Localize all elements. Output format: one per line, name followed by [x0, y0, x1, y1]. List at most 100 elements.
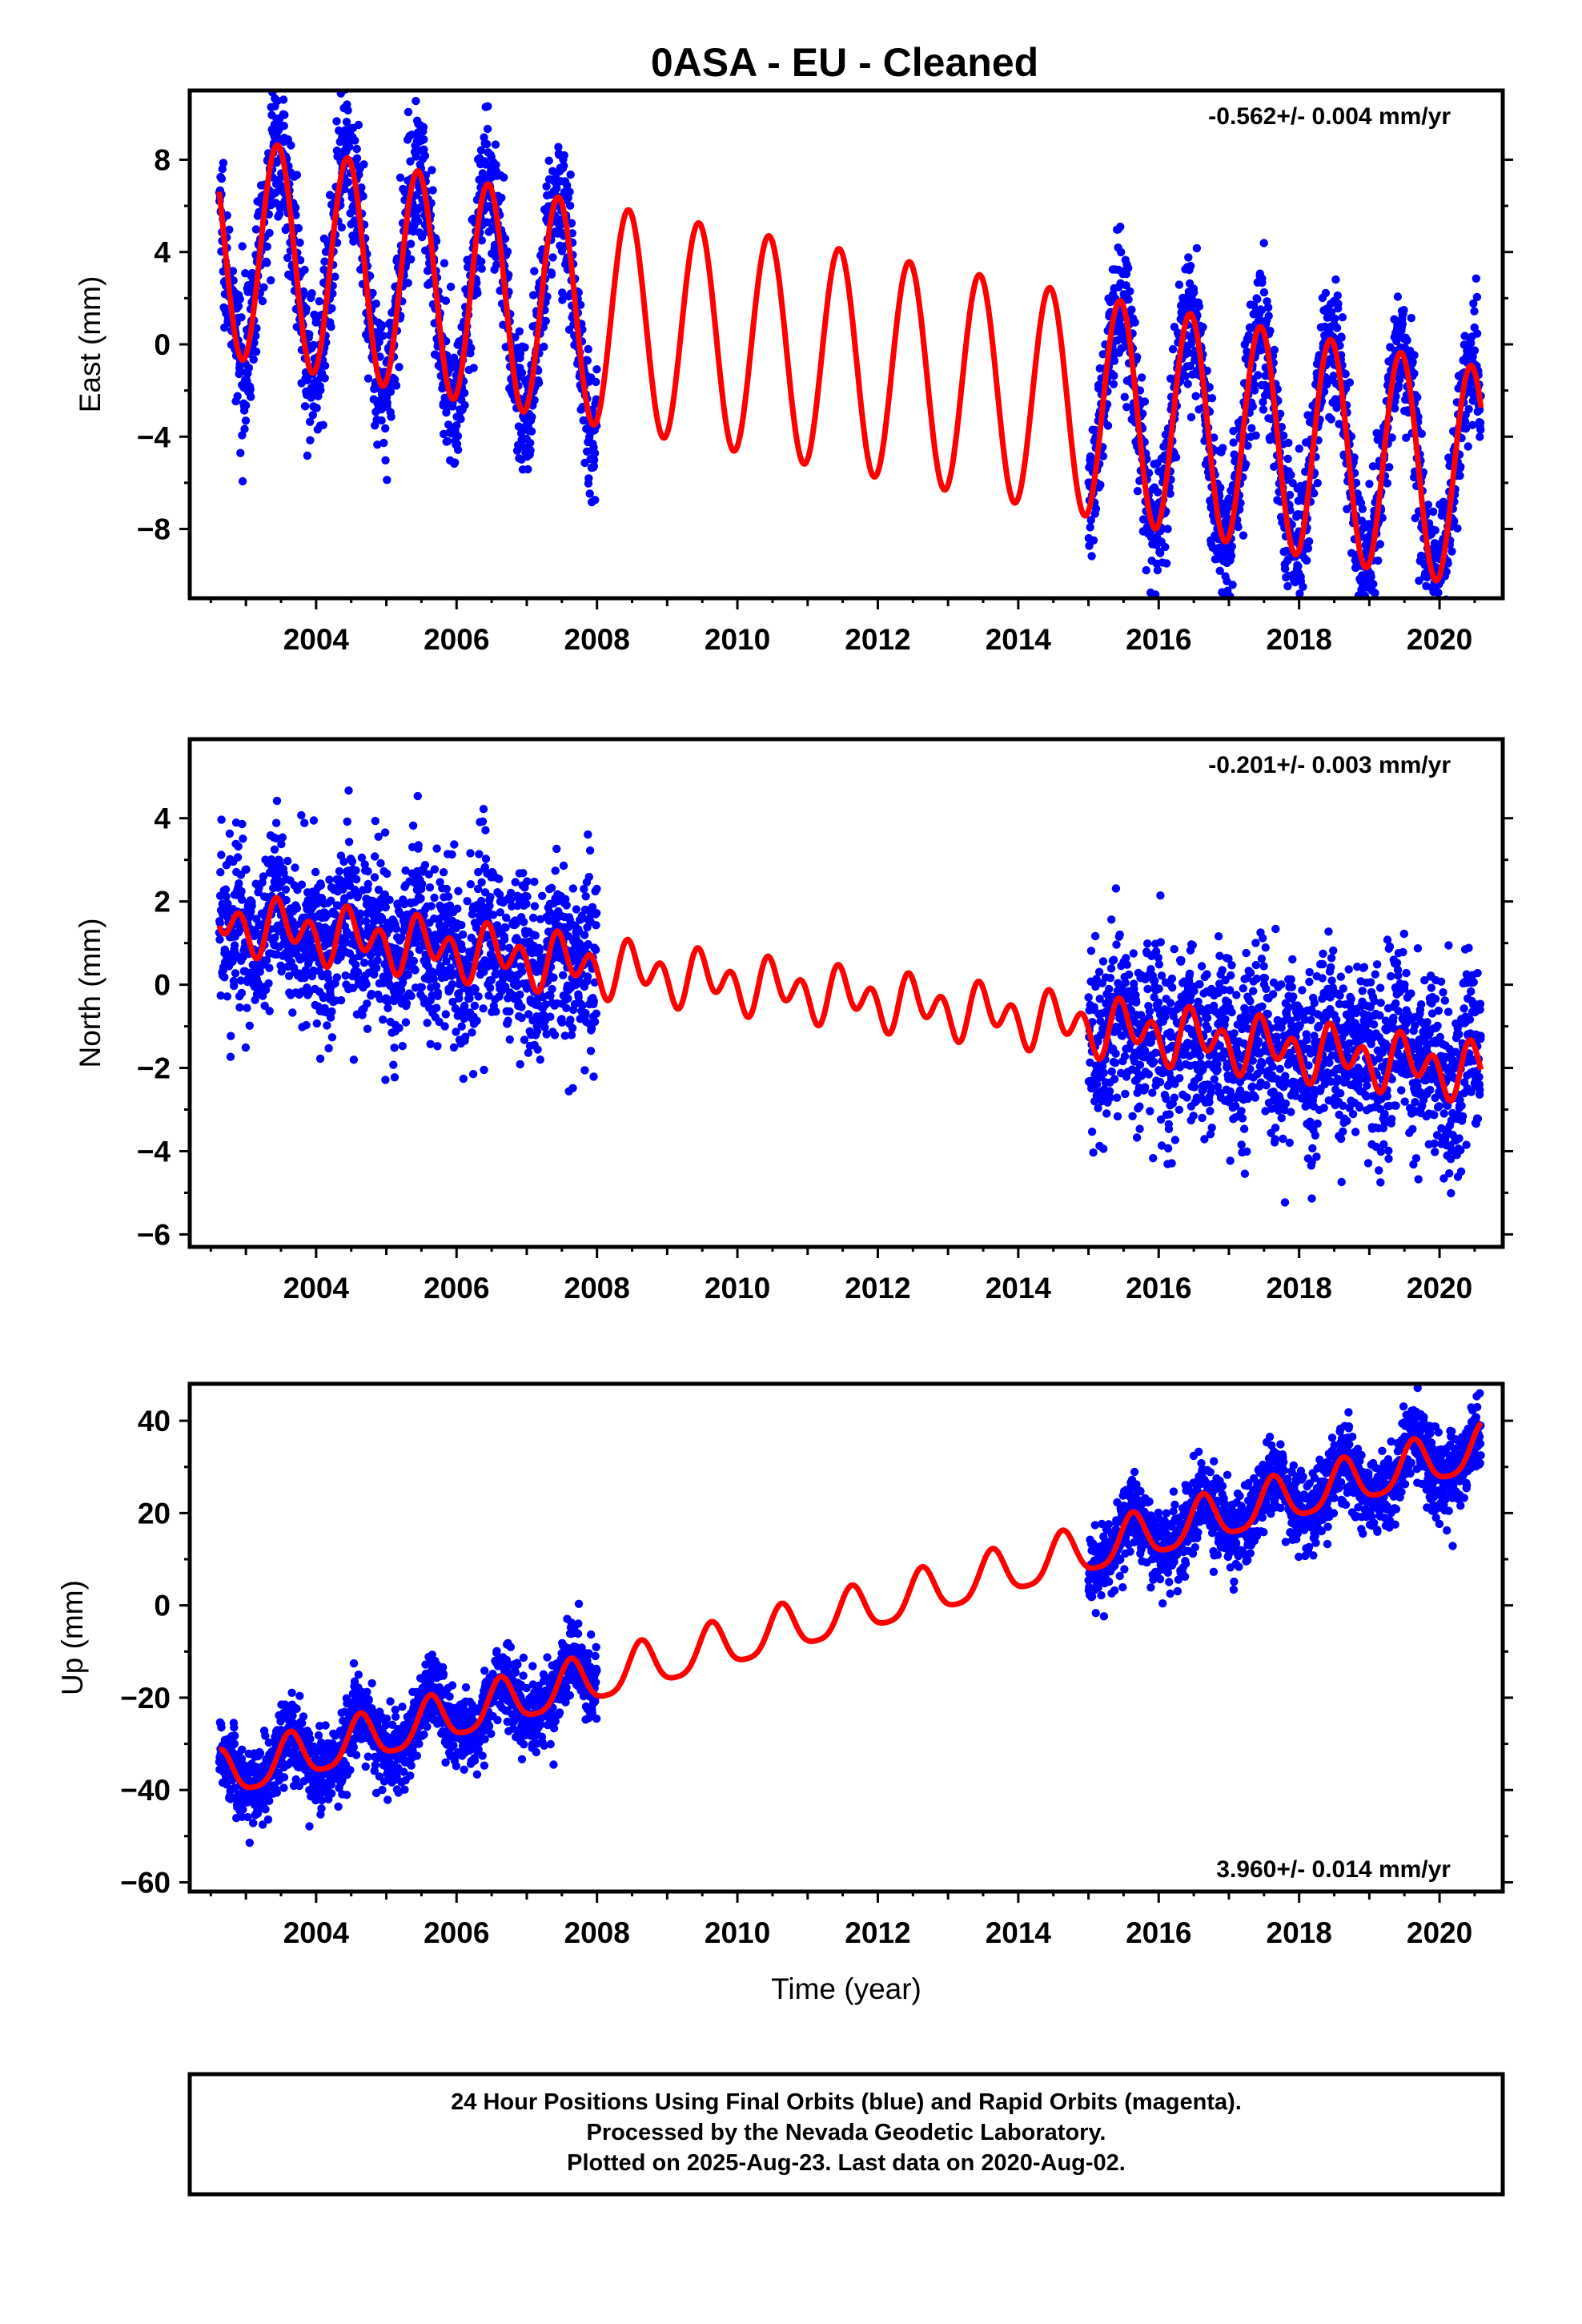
data-point [1431, 526, 1440, 535]
data-point [342, 118, 351, 127]
data-point [374, 885, 383, 895]
data-point [1120, 392, 1130, 401]
data-point [1331, 314, 1339, 323]
data-point [442, 956, 451, 966]
data-point [306, 938, 315, 947]
data-point [517, 368, 527, 377]
data-point [1368, 462, 1378, 471]
data-point [1110, 356, 1119, 365]
data-point [1450, 517, 1459, 526]
data-point [492, 160, 500, 170]
x-tick-label: 2006 [424, 623, 489, 656]
data-point [536, 1055, 544, 1064]
data-point [230, 981, 239, 991]
data-point [1321, 288, 1331, 298]
data-point [307, 289, 316, 298]
data-point [225, 225, 234, 234]
data-point [359, 191, 367, 201]
data-point [566, 170, 575, 179]
data-point [1171, 452, 1181, 462]
data-point [1345, 378, 1355, 387]
data-point [363, 374, 373, 383]
data-point [288, 1008, 297, 1017]
data-point [504, 943, 514, 953]
data-point [1241, 460, 1251, 468]
data-point [391, 924, 401, 934]
data-point [547, 270, 556, 279]
data-point [523, 892, 532, 901]
data-point [589, 1072, 598, 1081]
data-point [1360, 601, 1368, 609]
data-point [433, 988, 443, 997]
data-point [324, 974, 333, 983]
data-point [1355, 603, 1363, 611]
data-point [474, 867, 483, 877]
data-point [312, 404, 321, 412]
data-point [383, 869, 391, 879]
data-point [1350, 453, 1359, 462]
data-point [245, 1021, 254, 1031]
data-point [1223, 611, 1231, 619]
data-point [584, 474, 593, 483]
data-point [1112, 940, 1121, 949]
data-point [1304, 537, 1314, 546]
data-point [1408, 357, 1417, 367]
data-point [1423, 501, 1433, 509]
data-point [283, 253, 292, 263]
data-point [226, 1052, 235, 1061]
data-point [216, 991, 225, 1000]
data-point [501, 982, 510, 991]
data-point [411, 966, 420, 975]
data-point [1239, 531, 1248, 540]
data-point [1116, 223, 1125, 231]
data-point [523, 877, 532, 886]
data-point [1453, 524, 1462, 533]
data-point [343, 106, 352, 115]
data-point [1266, 327, 1275, 336]
data-point [236, 976, 245, 985]
data-point [1199, 323, 1207, 332]
data-point [320, 257, 329, 266]
data-point [370, 970, 379, 979]
data-point [592, 377, 600, 387]
data-point [1243, 441, 1252, 450]
data-point [513, 901, 522, 911]
data-point [418, 879, 427, 889]
data-point [219, 159, 228, 167]
data-point [1365, 480, 1374, 489]
data-point [406, 157, 415, 166]
data-point [580, 884, 588, 894]
data-point [478, 817, 488, 826]
data-point [1460, 332, 1469, 340]
data-point [588, 903, 597, 912]
data-point [216, 868, 225, 877]
data-point [265, 1007, 274, 1015]
data-point [430, 865, 440, 874]
data-point [461, 1032, 470, 1041]
data-point [1407, 313, 1416, 323]
data-point [498, 943, 507, 951]
data-point [308, 411, 317, 420]
data-point [374, 832, 383, 842]
data-point [430, 893, 439, 903]
data-point [237, 887, 246, 896]
data-point [1399, 306, 1408, 315]
data-point [479, 1004, 488, 1013]
data-point [471, 985, 480, 994]
data-point [1460, 417, 1470, 426]
data-point [217, 850, 226, 859]
data-point [444, 420, 453, 429]
data-point [312, 1019, 321, 1028]
data-point [1469, 299, 1478, 308]
data-point [1476, 425, 1485, 434]
data-point [522, 899, 531, 909]
data-point [238, 895, 247, 904]
data-point [237, 313, 246, 322]
data-point [1283, 581, 1292, 591]
data-point [1092, 975, 1101, 983]
data-point [589, 456, 599, 464]
data-point [584, 939, 592, 949]
data-point [1335, 341, 1344, 350]
data-point [378, 321, 387, 330]
data-point [1263, 303, 1273, 312]
